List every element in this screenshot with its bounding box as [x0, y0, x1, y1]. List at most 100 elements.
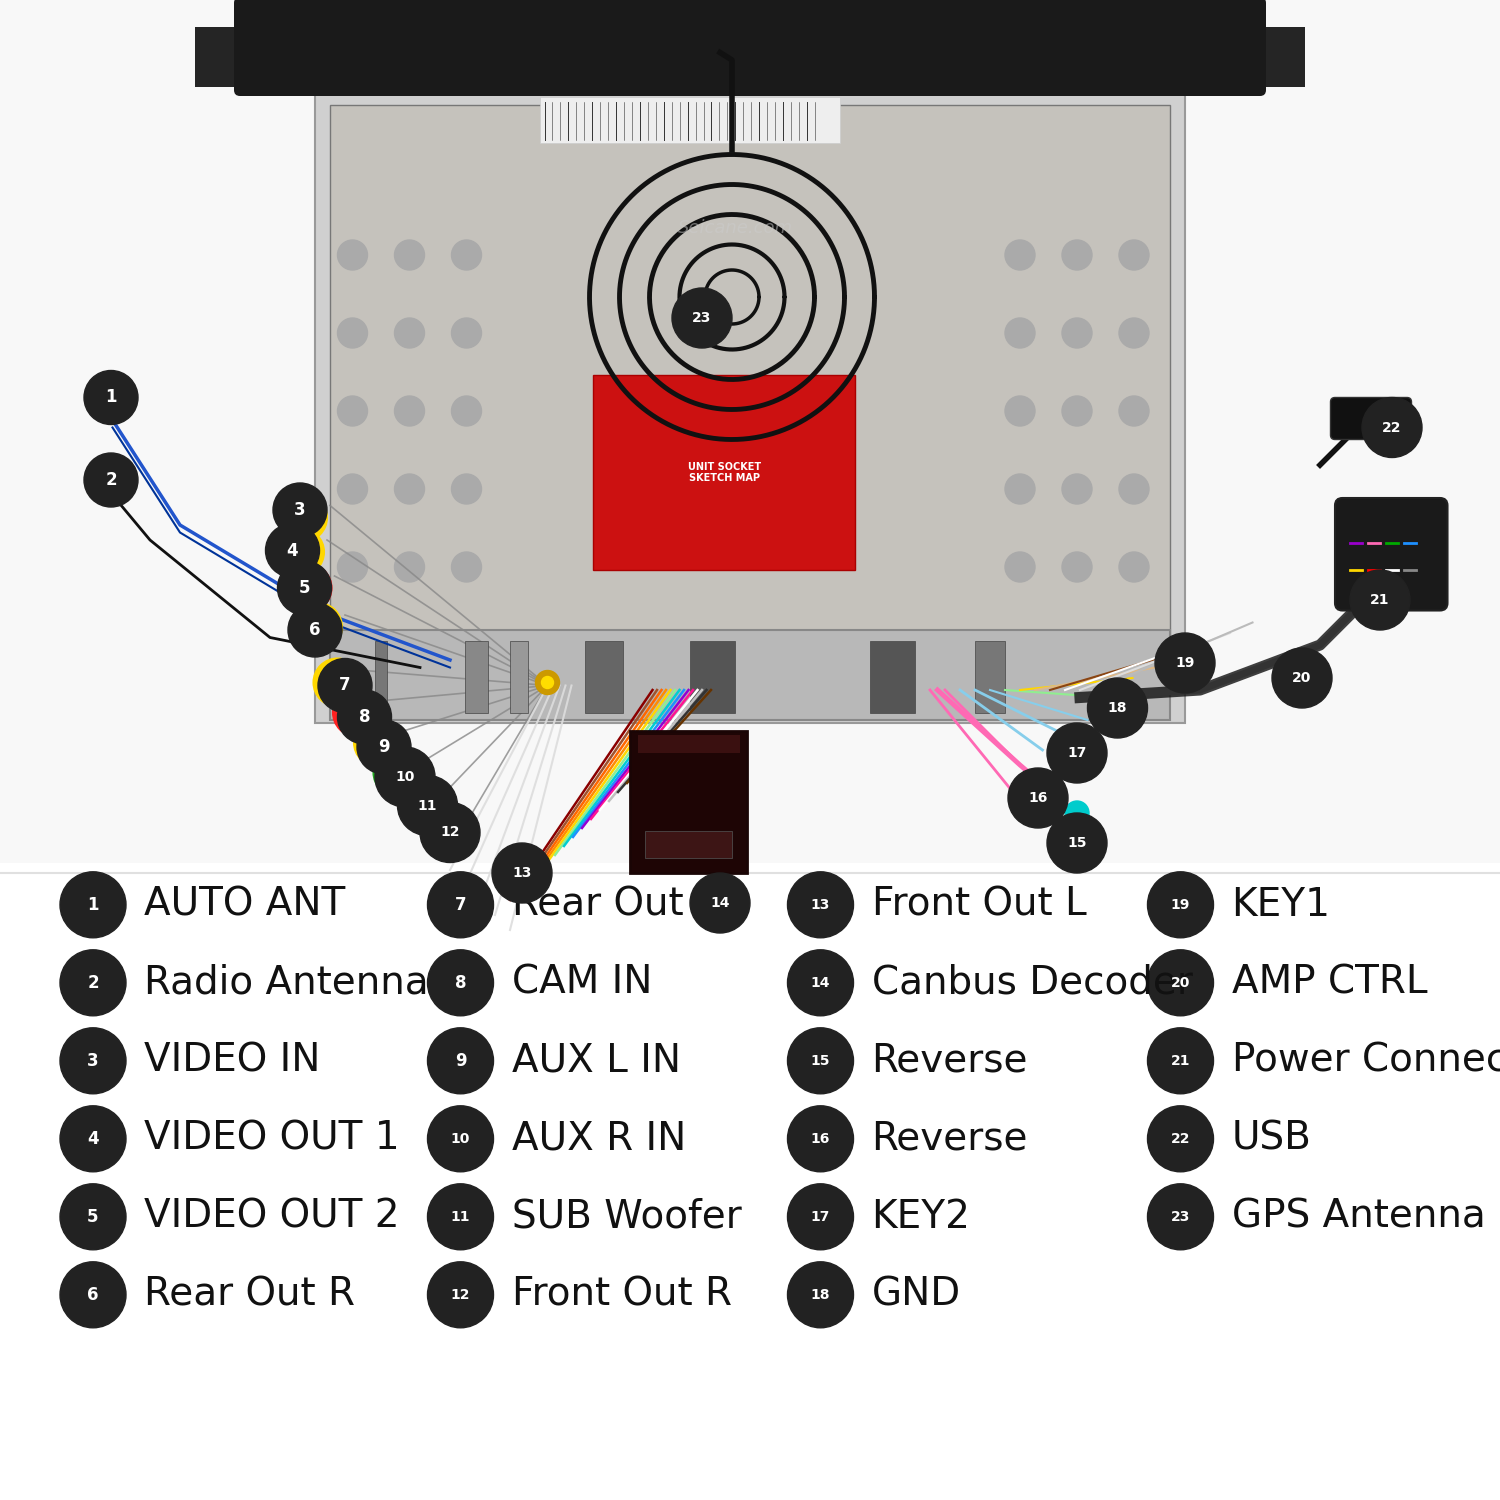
Circle shape	[1047, 813, 1107, 873]
Text: Power Connector: Power Connector	[1232, 1042, 1500, 1080]
Circle shape	[278, 561, 332, 615]
Circle shape	[394, 396, 424, 426]
Circle shape	[394, 240, 424, 270]
Text: 8: 8	[358, 708, 370, 726]
Circle shape	[1148, 1106, 1214, 1172]
Text: 7: 7	[339, 676, 351, 694]
Text: CAM IN: CAM IN	[512, 964, 652, 1002]
Text: 4: 4	[286, 542, 298, 560]
Circle shape	[394, 630, 424, 660]
Circle shape	[1119, 630, 1149, 660]
Text: Reverse: Reverse	[871, 1120, 1028, 1158]
Text: AUTO ANT: AUTO ANT	[144, 886, 345, 924]
Circle shape	[1008, 768, 1068, 828]
Text: 20: 20	[1172, 976, 1190, 990]
FancyBboxPatch shape	[1330, 398, 1412, 439]
Circle shape	[318, 658, 372, 712]
Circle shape	[1119, 396, 1149, 426]
Bar	[510, 640, 528, 712]
Circle shape	[291, 506, 315, 530]
Circle shape	[788, 950, 853, 1016]
Circle shape	[288, 603, 342, 657]
Text: 21: 21	[1170, 1054, 1191, 1068]
Text: AUX R IN: AUX R IN	[512, 1120, 686, 1158]
Circle shape	[1148, 950, 1214, 1016]
Circle shape	[338, 396, 368, 426]
Circle shape	[60, 950, 126, 1016]
Text: VIDEO OUT 1: VIDEO OUT 1	[144, 1120, 399, 1158]
Text: 10: 10	[396, 770, 414, 784]
Circle shape	[394, 552, 424, 582]
Circle shape	[1272, 648, 1332, 708]
FancyBboxPatch shape	[1335, 498, 1448, 610]
Text: GND: GND	[871, 1276, 960, 1314]
Circle shape	[1119, 318, 1149, 348]
Circle shape	[332, 676, 344, 688]
Text: VIDEO IN: VIDEO IN	[144, 1042, 321, 1080]
Text: Rear Out R: Rear Out R	[144, 1276, 356, 1314]
Circle shape	[84, 453, 138, 507]
Bar	[638, 735, 740, 753]
Circle shape	[1119, 240, 1149, 270]
Circle shape	[276, 528, 324, 576]
Bar	[592, 375, 855, 570]
Circle shape	[452, 630, 482, 660]
Circle shape	[60, 871, 126, 938]
Text: Seicane.com: Seicane.com	[678, 219, 792, 237]
Circle shape	[1155, 633, 1215, 693]
Text: 12: 12	[450, 1288, 471, 1302]
Circle shape	[394, 474, 424, 504]
Circle shape	[338, 690, 392, 744]
Text: 17: 17	[1068, 746, 1086, 760]
Circle shape	[1062, 240, 1092, 270]
Circle shape	[788, 1028, 853, 1094]
Circle shape	[351, 706, 363, 718]
Text: Radio Antenna: Radio Antenna	[144, 964, 429, 1002]
Text: 23: 23	[1172, 1210, 1190, 1224]
Bar	[1230, 27, 1305, 87]
Text: AMP CTRL: AMP CTRL	[1232, 964, 1426, 1002]
Circle shape	[427, 1262, 494, 1328]
Text: 13: 13	[513, 865, 531, 880]
Text: Front Out L: Front Out L	[871, 886, 1086, 924]
Circle shape	[1065, 801, 1089, 825]
Bar	[975, 640, 1005, 712]
Circle shape	[84, 370, 138, 424]
Circle shape	[1005, 630, 1035, 660]
Text: 16: 16	[1029, 790, 1047, 806]
Circle shape	[288, 540, 312, 564]
Circle shape	[1148, 1184, 1214, 1250]
Text: 5: 5	[298, 579, 310, 597]
Circle shape	[326, 670, 350, 694]
Circle shape	[345, 700, 369, 724]
Circle shape	[1005, 396, 1035, 426]
Circle shape	[427, 1106, 494, 1172]
FancyBboxPatch shape	[630, 730, 747, 873]
Text: 22: 22	[1383, 420, 1401, 435]
Circle shape	[386, 760, 410, 784]
Circle shape	[1062, 552, 1092, 582]
Circle shape	[788, 871, 853, 938]
Bar	[195, 27, 270, 87]
Circle shape	[314, 658, 362, 706]
Circle shape	[338, 474, 368, 504]
Text: 22: 22	[1170, 1132, 1191, 1146]
Text: 16: 16	[812, 1132, 830, 1146]
Circle shape	[672, 288, 732, 348]
Circle shape	[452, 474, 482, 504]
Circle shape	[1088, 678, 1148, 738]
Circle shape	[394, 318, 424, 348]
Circle shape	[312, 621, 324, 633]
Circle shape	[1062, 396, 1092, 426]
Circle shape	[1005, 474, 1035, 504]
Circle shape	[392, 766, 404, 778]
Circle shape	[338, 318, 368, 348]
Circle shape	[788, 1262, 853, 1328]
Text: Rear Out L: Rear Out L	[512, 886, 717, 924]
Circle shape	[294, 603, 342, 651]
Circle shape	[452, 396, 482, 426]
Text: 3: 3	[87, 1052, 99, 1070]
Circle shape	[427, 950, 494, 1016]
Circle shape	[1350, 570, 1410, 630]
Text: Front Out R: Front Out R	[512, 1276, 732, 1314]
